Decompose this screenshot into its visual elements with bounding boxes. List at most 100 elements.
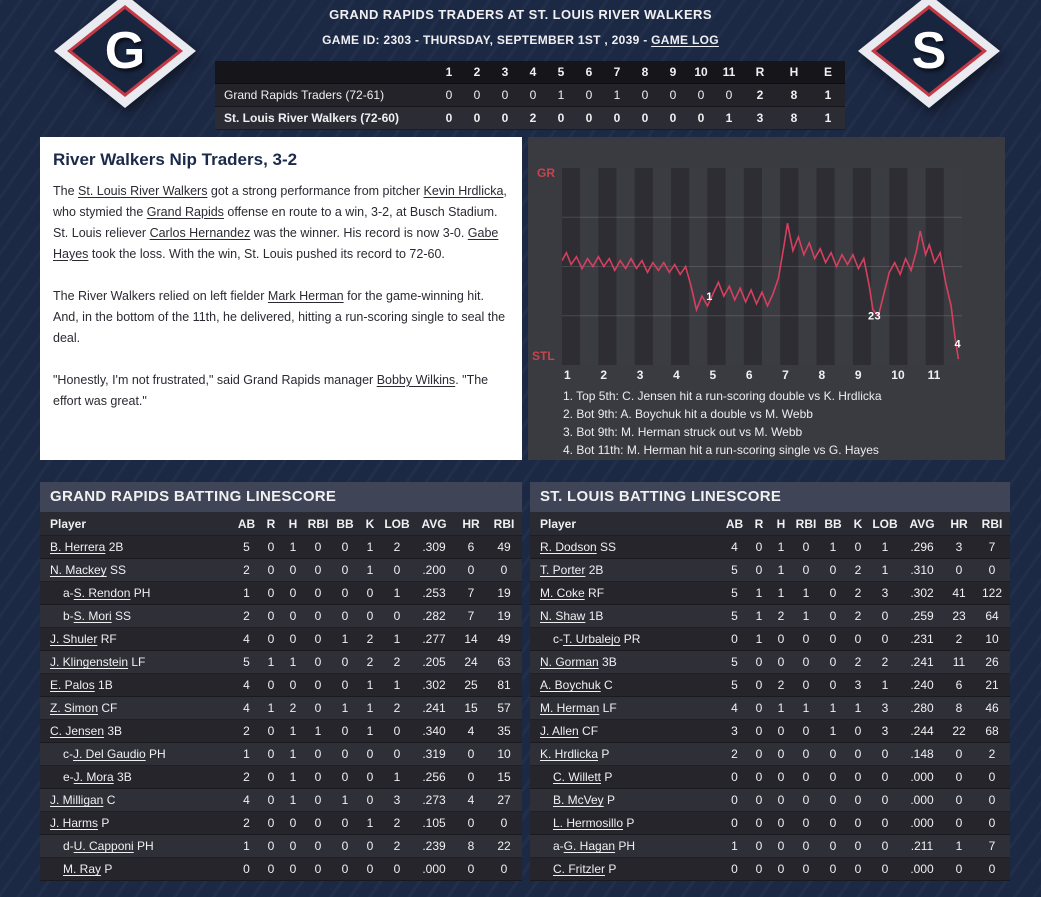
away-logo-letter: G	[104, 22, 146, 80]
player-cell: b-S. Mori SS	[40, 609, 233, 623]
player-link[interactable]: U. Capponi	[73, 839, 134, 853]
player-link[interactable]: B. McVey	[553, 793, 604, 807]
stat-cell: 0	[881, 839, 889, 853]
x-axis-label: 10	[891, 368, 905, 382]
player-link[interactable]: N. Mackey	[50, 563, 107, 577]
column-header: BB	[824, 516, 842, 531]
recap-link[interactable]: St. Louis River Walkers	[78, 184, 208, 198]
stat-cell: 0	[731, 862, 738, 876]
player-link[interactable]: M. Coke	[540, 586, 585, 600]
stat-cell: 0	[289, 609, 297, 623]
stat-cell: 4	[467, 793, 475, 807]
x-axis-label: 8	[818, 368, 826, 382]
stat-cell: 0	[829, 678, 837, 692]
recap-link[interactable]: Gabe Hayes	[53, 226, 499, 261]
player-link[interactable]: T. Urbalejo	[563, 632, 621, 646]
stat-cell: 0	[777, 724, 785, 738]
chart-home-axis-label: STL	[532, 349, 555, 363]
player-link[interactable]: T. Porter	[540, 563, 586, 577]
player-link[interactable]: N. Gorman	[540, 655, 599, 669]
player-link[interactable]: J. Harms	[50, 816, 98, 830]
player-link[interactable]: J. Allen	[540, 724, 579, 738]
player-link[interactable]: J. Mora	[73, 770, 114, 784]
stat-cell: 4	[243, 678, 250, 692]
recap-link[interactable]: Bobby Wilkins	[376, 373, 456, 387]
recap-link[interactable]: Grand Rapids	[146, 205, 224, 219]
stat-cell: 5	[731, 609, 738, 623]
stat-cell: 14	[464, 632, 478, 646]
recap-link[interactable]: Kevin Hrdlicka	[423, 184, 504, 198]
stat-cell: .000	[910, 793, 934, 807]
player-link[interactable]: C. Willett	[553, 770, 601, 784]
stat-cell: 0	[289, 563, 297, 577]
stat-cell: .340	[422, 724, 446, 738]
stat-cell: 2	[777, 678, 785, 692]
player-link[interactable]: L. Hermosillo	[553, 816, 624, 830]
stat-cell: .231	[910, 632, 934, 646]
player-link[interactable]: G. Hagan	[563, 839, 616, 853]
stat-cell: .239	[422, 839, 446, 853]
sub-prefix: c-	[553, 632, 563, 646]
stat-cell: 0	[267, 770, 275, 784]
player-link[interactable]: E. Palos	[50, 678, 95, 692]
stat-cell: 0	[829, 655, 837, 669]
stat-cell: 0	[289, 816, 297, 830]
player-position: P	[101, 862, 113, 876]
player-link[interactable]: R. Dodson	[540, 540, 597, 554]
stat-cell: 0	[881, 793, 889, 807]
inning-score: 0	[445, 88, 453, 102]
stat-cell: .280	[910, 701, 934, 715]
player-link[interactable]: C. Fritzler	[553, 862, 605, 876]
stat-cell: 3	[881, 701, 889, 715]
player-link[interactable]: A. Boychuk	[540, 678, 601, 692]
player-link[interactable]: J. Del Gaudio	[73, 747, 146, 761]
player-link[interactable]: S. Rendon	[73, 586, 131, 600]
player-cell: c-J. Del Gaudio PH	[40, 747, 233, 761]
away-team-logo: G	[54, 0, 196, 108]
sub-prefix: b-	[63, 609, 74, 623]
player-link[interactable]: Z. Simon	[50, 701, 99, 715]
game-log-link[interactable]: GAME LOG	[651, 33, 719, 47]
player-cell: A. Boychuk C	[530, 678, 721, 692]
stat-cell: 0	[267, 793, 275, 807]
key-play-marker: 1	[706, 291, 712, 303]
stat-cell: 35	[497, 724, 511, 738]
recap-link[interactable]: Mark Herman	[267, 289, 344, 303]
player-link[interactable]: J. Milligan	[50, 793, 104, 807]
chart-x-axis: 1 2 3 4 5 6 7 8 9 10 11	[562, 368, 962, 384]
inning-score: 0	[613, 111, 621, 125]
stat-cell: 1	[366, 816, 374, 830]
player-link[interactable]: J. Shuler	[50, 632, 98, 646]
inning-header: 11	[722, 65, 736, 79]
stat-cell: 0	[955, 747, 963, 761]
player-position: 1B	[585, 609, 604, 623]
stat-cell: 0	[854, 862, 862, 876]
player-cell: J. Klingenstein LF	[40, 655, 233, 669]
stat-cell: 3	[731, 724, 738, 738]
recap-text: The River Walkers relied on left fielder	[53, 289, 268, 303]
stat-cell: 0	[267, 632, 275, 646]
player-link[interactable]: N. Shaw	[540, 609, 586, 623]
stat-cell: 1	[366, 540, 374, 554]
stat-cell: 19	[497, 609, 511, 623]
stat-cell: 46	[985, 701, 999, 715]
player-position: PH	[133, 839, 154, 853]
player-link[interactable]: K. Hrdlicka	[540, 747, 599, 761]
recap-link[interactable]: Carlos Hernandez	[149, 226, 251, 240]
player-position: P	[598, 747, 610, 761]
stat-cell: 3	[393, 793, 401, 807]
stat-cell: 8	[955, 701, 963, 715]
player-link[interactable]: M. Ray	[63, 862, 102, 876]
column-header: HR	[462, 516, 480, 531]
stat-cell: 0	[731, 632, 738, 646]
stat-cell: 0	[881, 632, 889, 646]
inning-header: 2	[473, 65, 481, 79]
player-link[interactable]: M. Herman	[540, 701, 600, 715]
player-link[interactable]: S. Mori	[73, 609, 112, 623]
stat-cell: 4	[243, 701, 250, 715]
stat-cell: .240	[910, 678, 934, 692]
player-link[interactable]: J. Klingenstein	[50, 655, 129, 669]
player-link[interactable]: C. Jensen	[50, 724, 105, 738]
player-link[interactable]: B. Herrera	[50, 540, 106, 554]
stat-cell: 7	[467, 609, 475, 623]
